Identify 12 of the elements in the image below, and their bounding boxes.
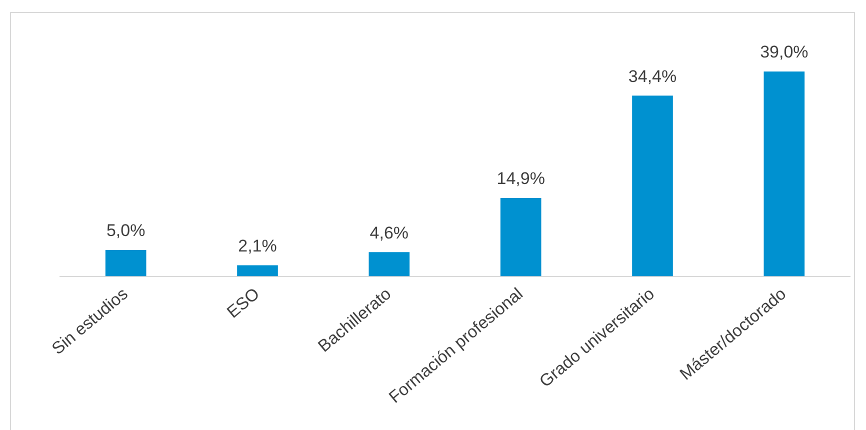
- data-label: 34,4%: [628, 66, 677, 86]
- bar: [632, 96, 673, 276]
- bar: [237, 265, 278, 276]
- data-label: 14,9%: [496, 169, 545, 188]
- bar: [764, 72, 805, 276]
- data-label: 2,1%: [238, 236, 277, 256]
- data-label: 39,0%: [760, 42, 808, 62]
- data-label: 5,0%: [106, 221, 146, 240]
- bar: [368, 252, 410, 276]
- bar: [500, 198, 542, 276]
- data-label: 4,6%: [370, 223, 409, 242]
- bar: [105, 250, 146, 276]
